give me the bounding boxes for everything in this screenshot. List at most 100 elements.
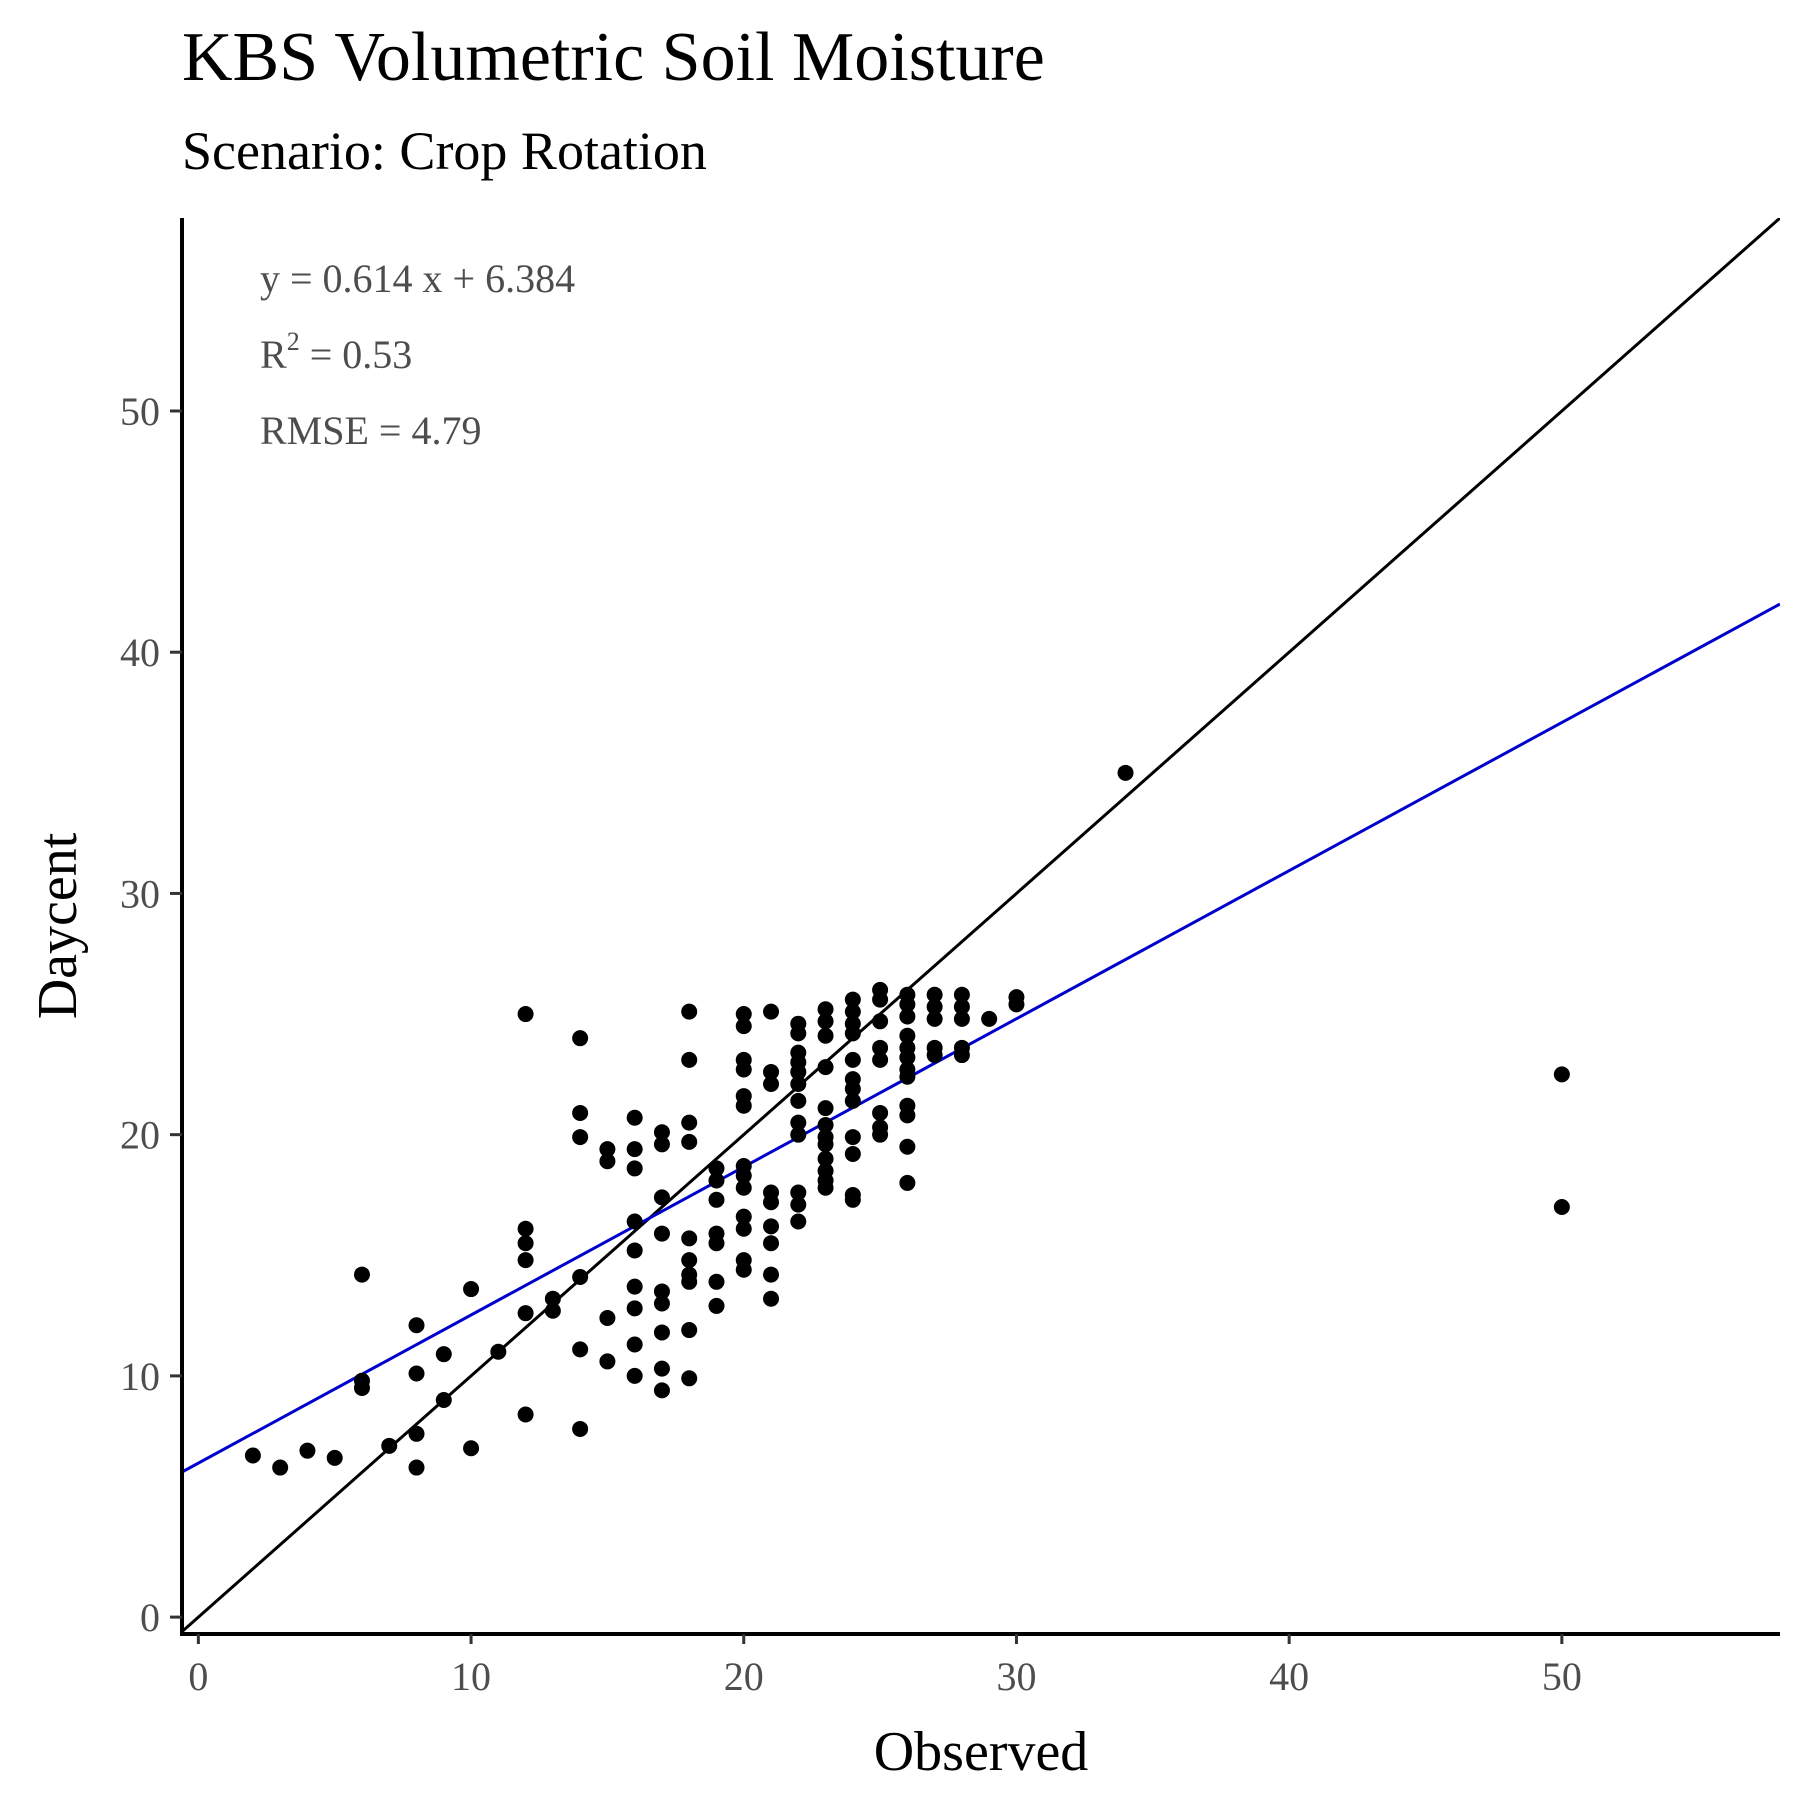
data-point — [899, 1107, 916, 1124]
data-point — [681, 1051, 698, 1068]
data-point — [544, 1302, 561, 1319]
data-point — [708, 1297, 725, 1314]
data-point — [817, 1117, 834, 1134]
data-point — [435, 1392, 452, 1409]
x-tick-label: 0 — [188, 1654, 208, 1699]
data-point — [899, 1027, 916, 1044]
data-point — [517, 1235, 534, 1252]
data-point — [517, 1305, 534, 1322]
data-point — [953, 998, 970, 1015]
data-point — [872, 1013, 889, 1030]
data-point — [681, 1133, 698, 1150]
data-point — [899, 1049, 916, 1066]
data-point — [872, 1039, 889, 1056]
data-point — [790, 1063, 807, 1080]
data-point — [735, 1261, 752, 1278]
regression-line — [182, 602, 1780, 1474]
data-point — [790, 1184, 807, 1201]
data-point — [1117, 764, 1134, 781]
data-point — [681, 1252, 698, 1269]
data-point — [844, 1092, 861, 1109]
rmse-annotation: RMSE = 4.79 — [260, 408, 481, 453]
data-point — [626, 1141, 643, 1158]
r-squared-annotation: R2 = 0.53 — [260, 327, 412, 377]
data-point — [735, 1167, 752, 1184]
data-point — [817, 1179, 834, 1196]
data-point — [681, 1273, 698, 1290]
data-point — [817, 1013, 834, 1030]
data-point — [844, 1145, 861, 1162]
data-point — [763, 1076, 780, 1093]
data-point — [708, 1235, 725, 1252]
data-point — [299, 1442, 316, 1459]
data-point — [435, 1346, 452, 1363]
data-point — [408, 1365, 425, 1382]
data-point — [681, 1230, 698, 1247]
data-point — [681, 1114, 698, 1131]
data-point — [735, 1006, 752, 1023]
data-point — [572, 1030, 589, 1047]
data-point — [681, 1322, 698, 1339]
data-point — [735, 1179, 752, 1196]
data-point — [626, 1336, 643, 1353]
data-point — [708, 1172, 725, 1189]
data-point — [381, 1437, 398, 1454]
data-point — [599, 1353, 616, 1370]
data-point — [872, 1126, 889, 1143]
y-tick-label: 50 — [120, 389, 160, 434]
data-point — [490, 1343, 507, 1360]
data-point — [599, 1141, 616, 1158]
data-point — [626, 1242, 643, 1259]
x-tick-label: 10 — [451, 1654, 491, 1699]
data-point — [626, 1213, 643, 1230]
data-point — [817, 1027, 834, 1044]
chart-subtitle: Scenario: Crop Rotation — [182, 121, 707, 181]
data-point — [763, 1194, 780, 1211]
data-point — [626, 1278, 643, 1295]
data-point — [408, 1425, 425, 1442]
data-point — [735, 1018, 752, 1035]
data-point — [353, 1266, 370, 1283]
data-point — [272, 1459, 289, 1476]
data-point — [517, 1220, 534, 1237]
data-point — [899, 1138, 916, 1155]
data-point — [735, 1208, 752, 1225]
y-tick-label: 30 — [120, 871, 160, 916]
data-point — [626, 1109, 643, 1126]
data-point — [926, 998, 943, 1015]
data-point — [463, 1440, 480, 1457]
data-point — [763, 1063, 780, 1080]
data-point — [844, 1025, 861, 1042]
data-point — [735, 1061, 752, 1078]
data-point — [653, 1382, 670, 1399]
data-point — [899, 1174, 916, 1191]
data-point — [572, 1104, 589, 1121]
data-point — [653, 1136, 670, 1153]
data-point — [790, 1126, 807, 1143]
data-point — [790, 1025, 807, 1042]
data-point — [463, 1281, 480, 1298]
data-point — [517, 1406, 534, 1423]
regression-equation: y = 0.614 x + 6.384 — [260, 256, 575, 301]
data-point — [572, 1420, 589, 1437]
y-tick-label: 20 — [120, 1113, 160, 1158]
data-point — [572, 1268, 589, 1285]
data-point — [1553, 1066, 1570, 1083]
data-point — [1553, 1199, 1570, 1216]
y-axis-title: Daycent — [27, 832, 89, 1019]
data-point — [763, 1235, 780, 1252]
data-point — [790, 1114, 807, 1131]
data-point — [817, 1150, 834, 1167]
data-point — [572, 1341, 589, 1358]
data-point — [872, 991, 889, 1008]
data-point — [572, 1129, 589, 1146]
data-point — [653, 1360, 670, 1377]
data-point — [790, 1092, 807, 1109]
data-point — [681, 1370, 698, 1387]
data-point — [872, 1104, 889, 1121]
data-point — [926, 986, 943, 1003]
y-tick-label: 0 — [140, 1595, 160, 1640]
data-point — [817, 1136, 834, 1153]
x-tick-label: 30 — [996, 1654, 1036, 1699]
data-point — [844, 1191, 861, 1208]
